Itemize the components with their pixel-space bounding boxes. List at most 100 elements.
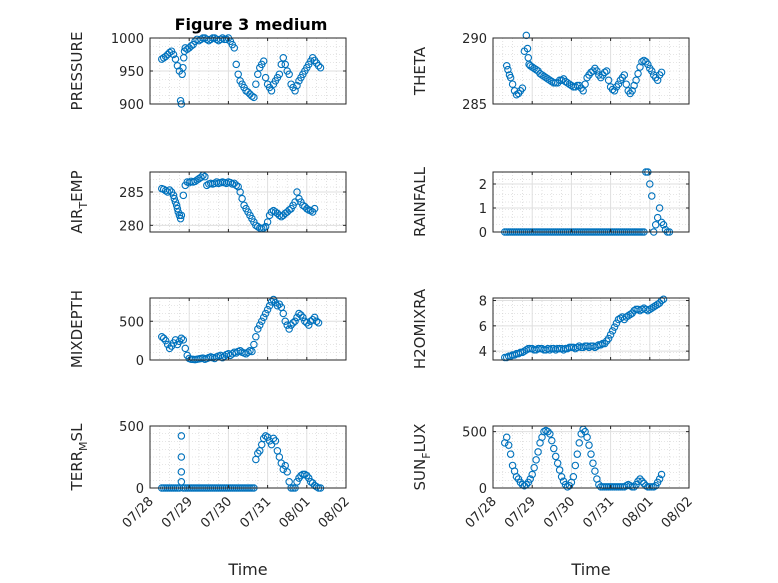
data-point <box>585 441 593 449</box>
data-point <box>649 303 658 311</box>
x-tick-label: 07/30 <box>541 494 578 531</box>
data-point <box>599 339 607 348</box>
data-point <box>234 70 242 79</box>
data-point <box>259 224 268 232</box>
data-point <box>177 432 186 440</box>
data-point <box>312 317 321 325</box>
data-point <box>646 180 654 188</box>
data-point <box>651 301 660 310</box>
data-point <box>610 323 619 331</box>
data-point <box>295 309 303 318</box>
data-point <box>657 68 666 77</box>
x-tick-label: 07/28 <box>120 494 157 531</box>
data-point <box>657 470 666 479</box>
data-point <box>248 92 256 100</box>
x-tick-label: 07/29 <box>159 494 196 531</box>
data-point <box>606 330 615 339</box>
data-point <box>165 186 174 194</box>
data-point <box>179 191 188 200</box>
data-point <box>546 430 554 438</box>
data-point <box>583 433 591 442</box>
data-point <box>630 483 638 491</box>
data-point <box>161 52 170 61</box>
data-point <box>285 70 293 79</box>
x-tick-label: 07/31 <box>580 494 617 531</box>
data-point <box>293 188 301 196</box>
data-point <box>161 336 170 345</box>
data-point <box>303 204 311 213</box>
data-point <box>506 73 515 82</box>
y-tick-label: 6 <box>479 320 487 335</box>
data-point <box>177 211 186 220</box>
data-point <box>179 336 188 344</box>
y-axis-label: H2OMIXRA <box>411 288 429 369</box>
data-point <box>550 79 558 87</box>
y-axis-label: PRESSURE <box>68 32 86 111</box>
y-axis-label: SUNFLUX <box>411 424 433 491</box>
data-point <box>259 313 268 322</box>
data-point <box>252 80 260 88</box>
data-point <box>263 305 272 314</box>
data-point <box>259 57 268 65</box>
x-tick-label: 08/01 <box>620 494 657 531</box>
data-point <box>657 296 666 305</box>
data-point <box>589 459 597 467</box>
y-axis-label: AIRTEMP <box>68 170 90 233</box>
data-point <box>179 63 187 72</box>
data-point <box>504 441 513 449</box>
data-point <box>591 467 599 475</box>
axes-box <box>149 425 347 489</box>
data-point <box>305 321 313 329</box>
data-point <box>165 344 174 353</box>
figure-title: Figure 3 medium <box>175 15 328 34</box>
data-point <box>261 309 270 318</box>
y-tick-label: 290 <box>462 32 487 47</box>
data-point <box>181 344 190 353</box>
data-point <box>252 332 260 341</box>
data-point <box>289 319 297 327</box>
data-point <box>502 433 511 442</box>
data-point <box>170 194 179 203</box>
data-point <box>532 65 540 74</box>
data-point <box>308 315 317 324</box>
data-point <box>646 305 654 314</box>
data-point <box>628 483 636 491</box>
data-point <box>293 81 301 90</box>
data-point <box>604 76 613 84</box>
data-point <box>305 474 313 482</box>
data-point <box>236 346 244 355</box>
data-point <box>555 466 564 474</box>
x-tick-label: 08/02 <box>659 494 696 531</box>
subplot-3: 280 285 AIRTEMP <box>68 170 347 234</box>
axes-box <box>492 297 690 361</box>
y-tick-label: 1000 <box>111 32 144 47</box>
subplot-7: 0 500 TERRMSL 07/28 07/29 07/30 07/31 08/01 08/0… <box>68 420 353 579</box>
y-tick-label: 8 <box>479 295 487 310</box>
data-point <box>306 206 315 215</box>
data-point <box>232 181 240 190</box>
data-point <box>277 60 286 69</box>
data-point <box>550 444 558 453</box>
data-point <box>310 313 319 322</box>
data-series <box>158 295 323 364</box>
data-point <box>512 472 521 481</box>
data-point <box>506 450 515 458</box>
data-point <box>312 483 321 491</box>
data-point <box>175 211 184 220</box>
data-point <box>648 192 656 200</box>
data-point <box>291 317 299 325</box>
data-point <box>283 468 291 476</box>
y-tick-label: 285 <box>119 186 144 201</box>
data-point <box>634 69 642 78</box>
data-point <box>648 483 656 491</box>
data-point <box>177 453 186 461</box>
y-axis-label: THETA <box>411 46 429 96</box>
data-point <box>263 218 272 226</box>
data-point <box>187 42 195 50</box>
y-tick-label: 500 <box>462 426 487 441</box>
data-series <box>502 31 666 99</box>
data-point <box>159 334 168 343</box>
data-point <box>587 450 595 458</box>
data-point <box>638 58 646 66</box>
